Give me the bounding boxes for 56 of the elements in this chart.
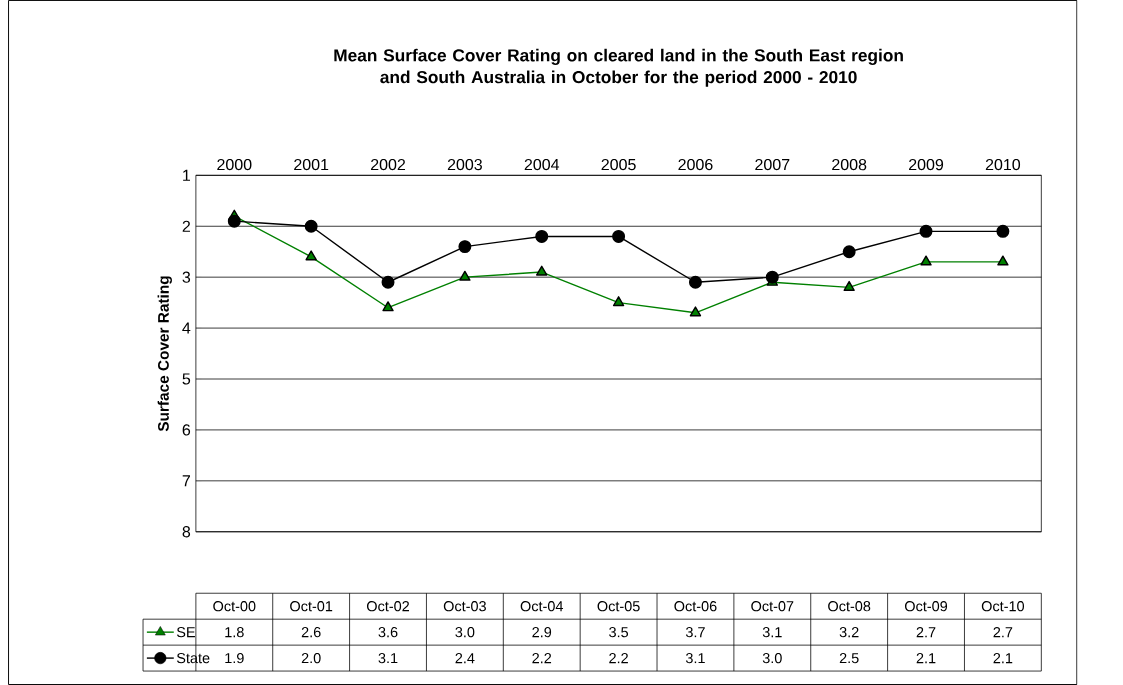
data-label: 3.0 — [762, 652, 782, 664]
y-tick-label: 4 — [182, 322, 191, 334]
x-tick-label: 2000 — [217, 158, 252, 171]
x-tick-label: 2009 — [909, 158, 944, 171]
text: Oct-07 — [751, 601, 794, 612]
data-label: 1.8 — [225, 627, 244, 638]
data-label: 2.5 — [839, 652, 859, 664]
data-label: 3.5 — [609, 627, 629, 638]
y-tick-label: 2 — [182, 220, 190, 232]
y-tick-label: 3 — [182, 271, 191, 283]
legend-label: State — [176, 652, 210, 664]
legend-label: SE — [176, 627, 195, 638]
data-label: 2.0 — [301, 652, 321, 664]
text: Oct-08 — [828, 601, 871, 612]
y-tick-label: 6 — [182, 424, 191, 436]
data-label: 2.6 — [301, 627, 321, 638]
text: Oct-10 — [981, 601, 1025, 612]
x-tick-label: 2008 — [832, 158, 867, 171]
text: Oct-05 — [597, 601, 640, 612]
data-label: 3.1 — [378, 652, 398, 664]
text: Oct-02 — [366, 601, 410, 612]
data-label: 2.1 — [993, 653, 1013, 664]
data-label: 3.1 — [685, 652, 705, 664]
y-tick-label: 5 — [182, 373, 191, 385]
y-axis-title: Surface Cover Rating — [157, 276, 172, 432]
y-tick-label: 8 — [182, 526, 191, 538]
x-tick-label: 2005 — [601, 158, 636, 171]
y-tick-label: 1 — [183, 169, 191, 181]
text: Oct-01 — [290, 601, 333, 612]
data-label: 2.9 — [532, 627, 552, 638]
x-tick-label: 2006 — [678, 158, 713, 171]
data-label: 2.7 — [916, 627, 936, 638]
data-label: 3.1 — [762, 627, 782, 638]
x-tick-label: 2003 — [447, 158, 482, 171]
x-tick-label: 2001 — [294, 158, 329, 171]
data-label: 2.2 — [609, 653, 628, 664]
data-label: 3.7 — [685, 627, 705, 638]
text: Oct-04 — [520, 601, 564, 612]
x-tick-label: 2004 — [524, 158, 560, 171]
data-label: 2.4 — [455, 653, 475, 664]
x-tick-label: 2002 — [371, 158, 406, 171]
text: Oct-06 — [674, 601, 717, 612]
text: Oct-09 — [904, 601, 948, 612]
data-label: 2.1 — [916, 653, 936, 664]
data-label: 3.6 — [378, 627, 398, 638]
data-label: 3.0 — [455, 627, 475, 638]
data-label: 1.9 — [225, 652, 244, 664]
chart-title: Mean Surface Cover Rating on cleared land in the South East region and South Australia in October for the period 2000 - 2010 — [334, 48, 903, 87]
data-label: 2.2 — [532, 653, 552, 664]
x-tick-label: 2010 — [985, 158, 1021, 171]
y-tick-label: 7 — [182, 475, 190, 487]
data-label: 2.7 — [993, 627, 1013, 638]
x-tick-label: 2007 — [755, 158, 790, 171]
text: Oct-03 — [443, 601, 486, 612]
text: Oct-00 — [213, 601, 256, 612]
data-label: 3.2 — [839, 627, 859, 638]
